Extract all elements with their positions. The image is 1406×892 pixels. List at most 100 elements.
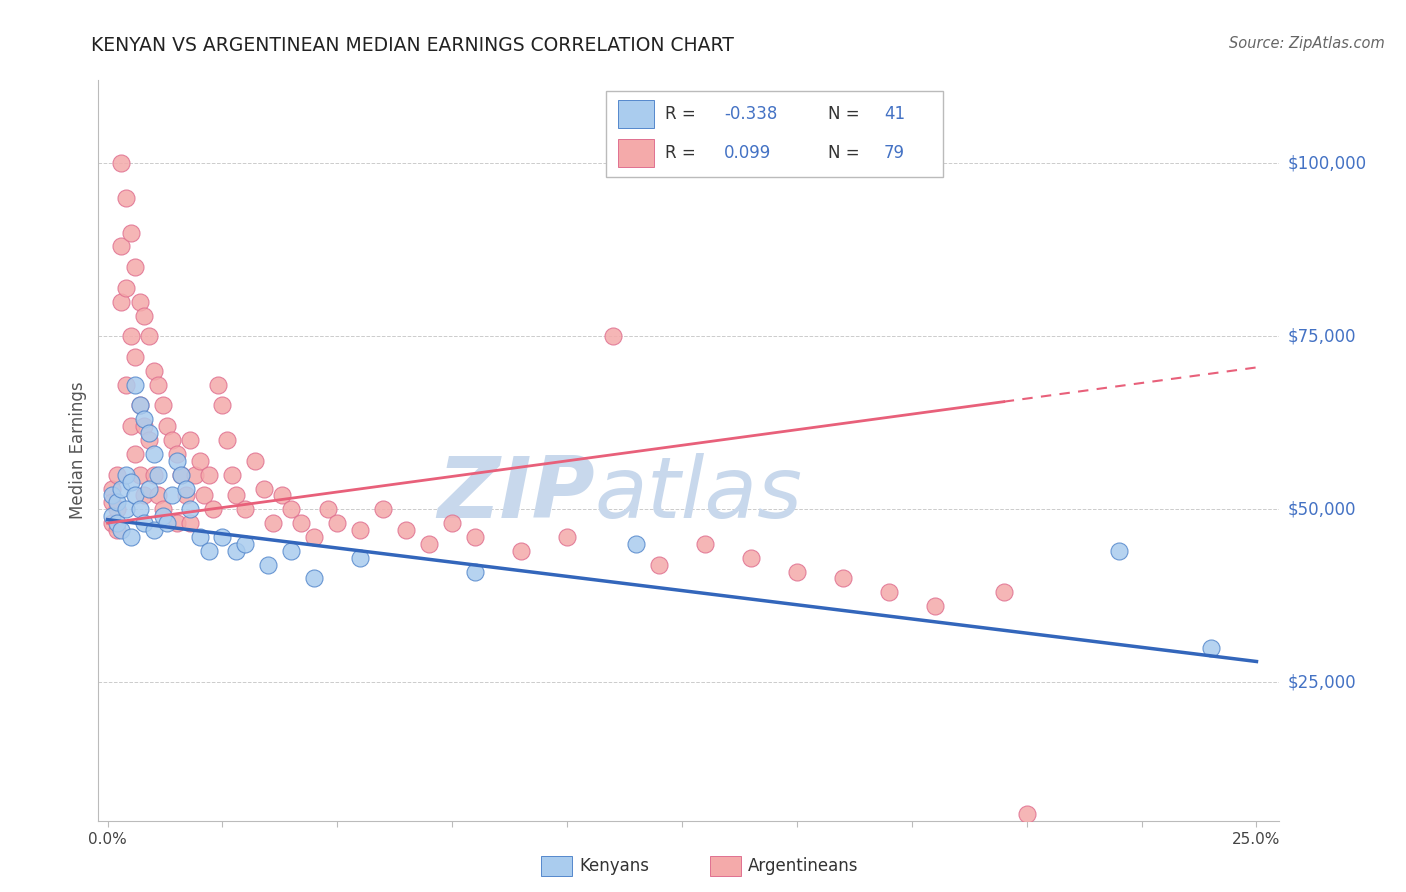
Point: [101, 509, 124, 524]
Point: [156, 516, 179, 530]
Point: [146, 488, 169, 502]
Text: ZIP: ZIP: [437, 453, 595, 536]
Point: [160, 488, 183, 502]
Point: [146, 467, 169, 482]
Point: [124, 447, 146, 461]
Point: [152, 509, 174, 524]
Y-axis label: Median Earnings: Median Earnings: [69, 382, 87, 519]
Point: [349, 550, 371, 565]
Point: [271, 488, 294, 502]
Point: [262, 516, 284, 530]
Point: [105, 467, 128, 482]
Point: [243, 454, 266, 468]
Point: [290, 516, 312, 530]
Point: [138, 329, 160, 343]
Point: [166, 454, 188, 468]
Point: [110, 156, 132, 170]
Point: [924, 599, 946, 614]
Point: [128, 399, 150, 413]
Text: 79: 79: [884, 144, 905, 161]
Point: [105, 502, 128, 516]
Text: Argentineans: Argentineans: [748, 857, 859, 875]
Point: [304, 572, 326, 586]
Text: $25,000: $25,000: [1288, 673, 1357, 691]
Point: [217, 433, 239, 447]
Text: $50,000: $50,000: [1288, 500, 1357, 518]
Point: [115, 281, 138, 295]
Point: [253, 482, 276, 496]
Text: atlas: atlas: [595, 453, 803, 536]
FancyBboxPatch shape: [606, 91, 943, 177]
Point: [418, 537, 440, 551]
Point: [128, 502, 150, 516]
Point: [257, 558, 280, 572]
Point: [179, 516, 201, 530]
Point: [993, 585, 1015, 599]
Point: [326, 516, 349, 530]
Point: [740, 550, 762, 565]
Point: [188, 530, 211, 544]
Text: Source: ZipAtlas.com: Source: ZipAtlas.com: [1229, 36, 1385, 51]
Point: [211, 399, 233, 413]
Point: [316, 502, 339, 516]
Point: [156, 419, 179, 434]
Point: [142, 523, 165, 537]
Text: Kenyans: Kenyans: [579, 857, 650, 875]
Point: [134, 412, 156, 426]
Text: KENYAN VS ARGENTINEAN MEDIAN EARNINGS CORRELATION CHART: KENYAN VS ARGENTINEAN MEDIAN EARNINGS CO…: [91, 36, 734, 54]
Point: [124, 260, 146, 274]
Point: [349, 523, 371, 537]
Point: [146, 377, 169, 392]
Point: [120, 226, 142, 240]
Point: [105, 495, 128, 509]
Point: [142, 364, 165, 378]
Bar: [619, 100, 654, 128]
Text: $100,000: $100,000: [1288, 154, 1367, 172]
Point: [1108, 543, 1130, 558]
Point: [110, 294, 132, 309]
Point: [120, 329, 142, 343]
Point: [101, 482, 124, 496]
Text: 41: 41: [884, 105, 905, 123]
Point: [179, 502, 201, 516]
Point: [179, 433, 201, 447]
Point: [138, 433, 160, 447]
Text: R =: R =: [665, 105, 696, 123]
Text: -0.338: -0.338: [724, 105, 778, 123]
Point: [786, 565, 808, 579]
Point: [235, 502, 257, 516]
Point: [124, 488, 146, 502]
Point: [602, 329, 624, 343]
Point: [464, 565, 486, 579]
Point: [304, 530, 326, 544]
Point: [105, 523, 128, 537]
Point: [280, 502, 302, 516]
Point: [138, 426, 160, 441]
Point: [115, 502, 138, 516]
Point: [134, 516, 156, 530]
Point: [124, 350, 146, 364]
Text: N =: N =: [828, 105, 860, 123]
Point: [624, 537, 647, 551]
Point: [105, 516, 128, 530]
Point: [152, 502, 174, 516]
Text: R =: R =: [665, 144, 696, 161]
Point: [152, 399, 174, 413]
Point: [166, 447, 188, 461]
Point: [693, 537, 716, 551]
Point: [221, 467, 243, 482]
Point: [1199, 640, 1222, 655]
Point: [124, 377, 146, 392]
Point: [202, 502, 225, 516]
Point: [174, 482, 197, 496]
Point: [128, 399, 150, 413]
Point: [510, 543, 533, 558]
Point: [134, 488, 156, 502]
Point: [115, 191, 138, 205]
Text: $75,000: $75,000: [1288, 327, 1357, 345]
Point: [170, 467, 193, 482]
Point: [138, 482, 160, 496]
Point: [211, 530, 233, 544]
Point: [197, 543, 219, 558]
Point: [142, 467, 165, 482]
